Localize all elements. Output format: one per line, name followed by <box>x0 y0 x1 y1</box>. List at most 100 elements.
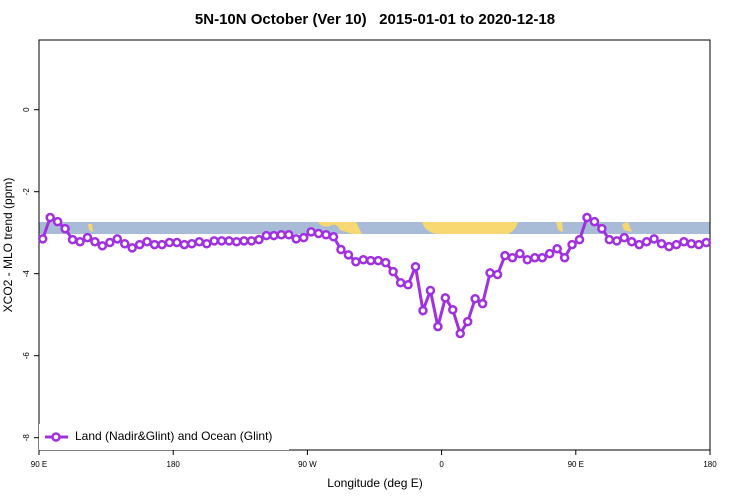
x-tick-label: 0 <box>439 460 444 469</box>
point <box>448 305 458 315</box>
point <box>388 266 398 277</box>
point <box>559 252 570 263</box>
point <box>656 239 667 249</box>
x-axis-label: Longitude (deg E) <box>327 476 422 490</box>
point <box>336 244 346 255</box>
point <box>306 227 316 237</box>
y-tick-label: -6 <box>22 352 31 360</box>
point <box>455 328 465 339</box>
point <box>269 230 279 241</box>
point <box>641 236 652 247</box>
chart-title: 5N-10N October (Ver 10) 2015-01-01 to 20… <box>195 11 555 28</box>
point <box>127 243 137 253</box>
point <box>530 252 540 263</box>
point <box>97 241 108 251</box>
point <box>119 239 130 249</box>
point <box>485 268 495 278</box>
point <box>425 285 436 296</box>
point <box>60 223 70 234</box>
point <box>82 232 93 243</box>
point <box>291 234 301 244</box>
point <box>440 293 451 303</box>
point <box>671 239 682 250</box>
point <box>224 236 234 246</box>
point <box>321 230 331 240</box>
y-axis-label: XCO2 - MLO trend (ppm) <box>1 178 15 313</box>
point <box>358 255 369 265</box>
point <box>507 252 518 263</box>
point <box>477 298 488 309</box>
point <box>157 239 167 250</box>
point <box>418 305 428 316</box>
point <box>395 277 406 288</box>
y-tick-label: -8 <box>22 434 31 442</box>
x-tick-label: 180 <box>167 460 181 469</box>
point <box>202 239 212 249</box>
point <box>179 239 190 250</box>
point <box>239 236 249 246</box>
point <box>134 239 145 250</box>
legend-label: Land (Nadir&Glint) and Ocean (Glint) <box>75 429 272 443</box>
point <box>261 230 272 241</box>
point <box>574 234 585 245</box>
x-tick-label: 90 E <box>31 460 47 469</box>
point <box>567 239 577 250</box>
point <box>380 257 391 268</box>
point <box>343 250 354 260</box>
point <box>522 255 533 265</box>
point <box>328 232 339 242</box>
point <box>582 212 592 223</box>
point <box>544 248 555 259</box>
point <box>597 223 607 234</box>
map-strip <box>39 222 710 234</box>
x-tick-label: 180 <box>703 460 717 469</box>
point <box>403 280 413 290</box>
point <box>462 316 473 327</box>
point <box>209 236 219 246</box>
x-tick-label: 90 E <box>568 460 584 469</box>
point <box>276 230 287 240</box>
point <box>254 234 264 245</box>
point <box>694 239 704 250</box>
point <box>172 237 182 248</box>
point <box>313 228 324 239</box>
point <box>589 216 600 227</box>
legend: Land (Nadir&Glint) and Ocean (Glint) <box>39 424 289 450</box>
point <box>619 232 630 243</box>
point <box>231 236 242 247</box>
point <box>634 239 644 250</box>
point <box>626 236 637 247</box>
point <box>149 239 160 250</box>
point <box>470 293 480 304</box>
point <box>194 236 205 247</box>
point <box>433 321 443 332</box>
y-tick-label: 0 <box>22 107 31 112</box>
point <box>373 255 383 266</box>
point <box>187 239 197 249</box>
point <box>164 237 175 248</box>
point <box>686 239 697 249</box>
point <box>142 236 152 247</box>
point <box>492 269 503 280</box>
legend-marker <box>51 432 61 442</box>
point <box>604 234 615 245</box>
point <box>52 216 63 227</box>
point <box>45 212 55 223</box>
point <box>701 237 712 248</box>
point <box>612 236 622 246</box>
point <box>515 248 525 259</box>
point <box>351 257 361 267</box>
point <box>366 255 376 266</box>
point <box>537 252 547 263</box>
point <box>112 234 123 244</box>
point <box>67 234 78 245</box>
point <box>105 237 115 248</box>
series-line <box>41 215 707 338</box>
point <box>75 236 85 247</box>
point <box>679 236 689 247</box>
point <box>298 232 309 243</box>
point <box>284 230 294 240</box>
point <box>410 261 421 272</box>
point <box>664 241 674 252</box>
